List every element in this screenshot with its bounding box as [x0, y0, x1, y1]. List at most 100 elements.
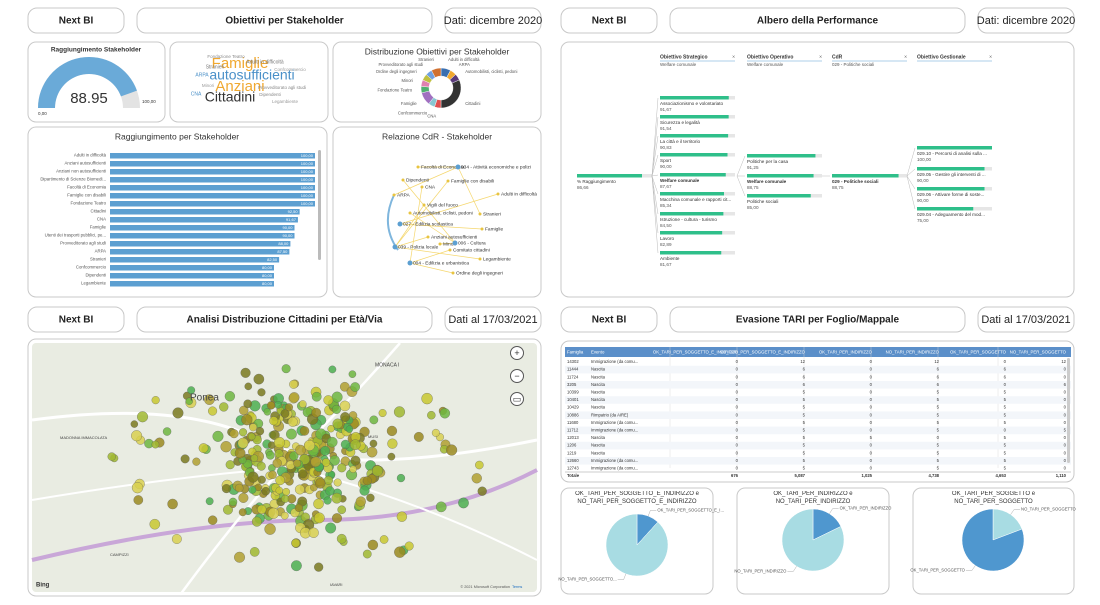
pie-leader: [965, 565, 976, 571]
table-cell: 0: [1064, 466, 1067, 471]
network-label: 006 - Cultura: [458, 240, 486, 246]
network-node: [397, 221, 403, 227]
header-nav[interactable]: [27, 306, 125, 333]
tree-node-value: 85,34: [660, 203, 672, 208]
map-point: [345, 425, 354, 433]
table-cell: 0: [1064, 412, 1067, 417]
map-point: [366, 446, 378, 458]
map-point: [289, 379, 299, 389]
header-title: [136, 7, 433, 34]
table-cell: 5: [803, 428, 806, 433]
tree-node-label: Associazionismo e volontariato: [660, 101, 724, 106]
header-nav[interactable]: [560, 7, 658, 34]
tree-column-close[interactable]: ×: [819, 54, 822, 60]
map-point: [256, 461, 266, 471]
map-terms[interactable]: Terms: [512, 585, 522, 589]
bar-value-label: 82,50: [267, 257, 278, 262]
map-control-icon[interactable]: +: [514, 348, 519, 358]
table-cell: 0: [870, 458, 873, 463]
map-point: [326, 436, 338, 448]
tree-node-value: 90,00: [660, 164, 672, 169]
tree-bar: [660, 251, 722, 255]
table-cell: 5: [937, 443, 940, 448]
bar-category: Utenti dei trasporti pubblici, pe...: [45, 233, 106, 238]
tree-link: [651, 175, 659, 215]
map-point: [332, 418, 343, 429]
map-point: [291, 538, 301, 548]
tree-link: [651, 174, 659, 177]
tree-node-value: 91,67: [660, 107, 672, 112]
table-cell: 5: [1004, 450, 1007, 455]
network-label: Minori: [443, 241, 456, 247]
map-point: [350, 382, 360, 392]
tree-bar: [660, 115, 729, 119]
table-cell: 5: [1004, 435, 1007, 440]
table-cell: 0: [1004, 428, 1007, 433]
header-nav-text[interactable]: Next BI: [592, 16, 627, 27]
map-point: [281, 364, 291, 374]
table-cell: Immigrazione (da comu...: [591, 428, 638, 433]
header-nav-text[interactable]: Next BI: [59, 315, 94, 326]
header-nav[interactable]: [27, 7, 125, 34]
table-cell: Rimpatrio (da AIRE): [591, 412, 629, 417]
map-control-icon[interactable]: −: [514, 371, 519, 381]
tree-link: [651, 97, 659, 177]
table-cell: 5: [1064, 428, 1067, 433]
map-point: [325, 522, 337, 534]
header-nav-text[interactable]: Next BI: [592, 315, 627, 326]
tree-node-label: Macchina comunale e rapporti cit...: [660, 197, 731, 202]
bar-category: Famiglie con disabili: [67, 193, 106, 198]
network-node: [446, 179, 450, 183]
map-control[interactable]: [510, 369, 524, 383]
bar: [110, 193, 315, 199]
map-point: [327, 425, 335, 433]
table-cell: 0: [1064, 390, 1067, 395]
header-date: [444, 306, 542, 333]
network-node: [407, 260, 413, 266]
map-point: [340, 439, 351, 450]
map-control[interactable]: [510, 346, 524, 360]
network-edge: [394, 246, 481, 260]
table-cell: 5: [937, 397, 940, 402]
map-point: [107, 452, 116, 461]
tree-link: [906, 175, 916, 210]
map-point: [325, 486, 335, 496]
tree-link: [906, 168, 916, 177]
table-cell: 0: [736, 450, 739, 455]
network-label: Famiglie: [485, 226, 503, 232]
tree-node-value: 85,00: [747, 205, 759, 210]
table-cell: Nascita: [591, 390, 606, 395]
tree-column-close[interactable]: ×: [989, 54, 992, 60]
network-label: Automobilisti, ciclisti, pedoni: [413, 210, 473, 216]
tree-column-close[interactable]: ×: [904, 54, 907, 60]
network-label: 034 - Attività economiche e polizi: [461, 164, 531, 170]
map-point: [238, 492, 249, 503]
table-cell: 0: [736, 397, 739, 402]
table-cell: 12: [934, 359, 939, 364]
tree-node-value: 88,75: [832, 185, 844, 190]
network-label: Legambiente: [483, 256, 511, 262]
tree-bar: [660, 212, 724, 216]
donut-label: Stranieri: [418, 57, 434, 62]
bar: [110, 185, 315, 191]
map-point: [295, 444, 306, 456]
map-control-icon[interactable]: ▭: [513, 394, 522, 404]
table-cell: Nascita: [591, 443, 606, 448]
tree-column-close[interactable]: ×: [732, 54, 735, 60]
pie-title-box: OK_TARI_PER_SOGGETTO_E_INDIRIZZO e NO_TA…: [575, 491, 699, 505]
table-row-bg: [565, 396, 1071, 404]
bar: [110, 209, 300, 215]
map-control[interactable]: [510, 392, 524, 406]
header-nav[interactable]: [560, 306, 658, 333]
bar-category: Anziani non autosufficienti: [56, 169, 106, 174]
tree-link: [651, 175, 659, 195]
map-point: [350, 455, 361, 466]
map-point: [235, 483, 244, 493]
map-point: [314, 478, 326, 489]
bar-value-label: 80,00: [262, 281, 273, 286]
table-cell: 0: [736, 428, 739, 433]
tree-column-title: Obiettivo Gestionale: [917, 54, 966, 60]
map-logo: Bing: [36, 583, 50, 589]
gauge-max: 100,00: [142, 99, 156, 104]
header-nav-text[interactable]: Next BI: [59, 16, 94, 27]
